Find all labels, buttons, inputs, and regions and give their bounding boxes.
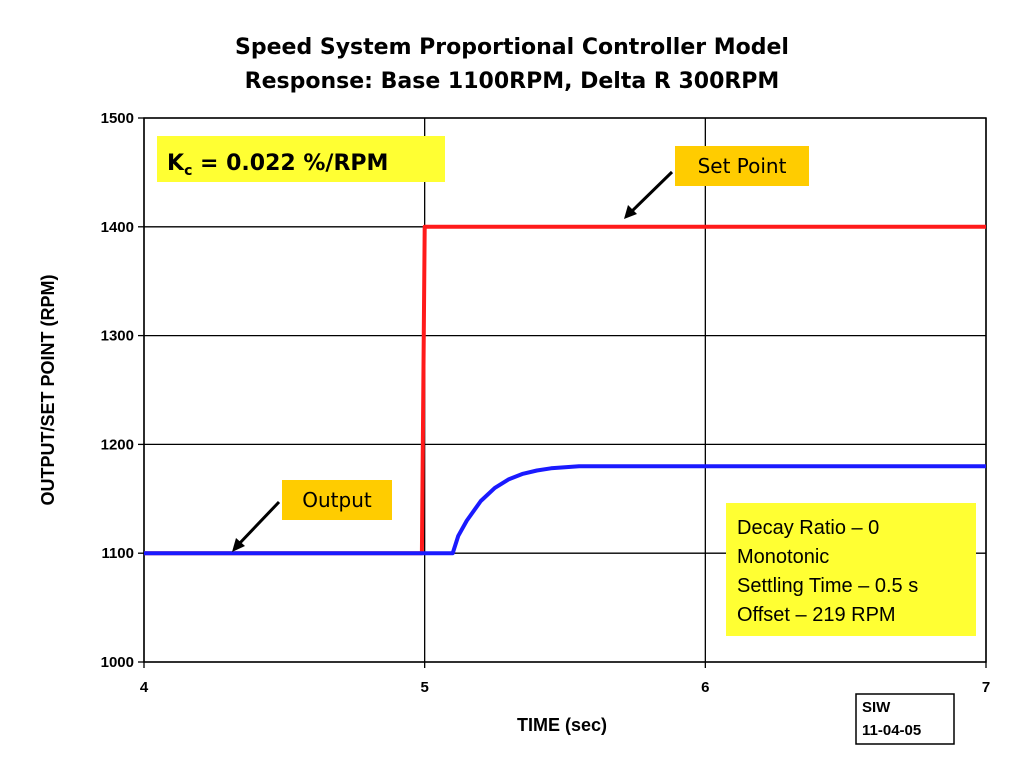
info-offset: Offset – 219 RPM <box>737 604 896 626</box>
y-tick-label: 1100 <box>101 545 134 562</box>
gain-box <box>157 136 445 182</box>
output-callout: Output <box>232 480 392 552</box>
set-point-callout-label: Set Point <box>698 154 787 178</box>
gain-annotation: Kc = 0.022 %/RPM <box>157 136 445 182</box>
performance-info-box: Decay Ratio – 0 Monotonic Settling Time … <box>726 503 976 636</box>
output-callout-box <box>282 480 392 520</box>
x-tick-label: 5 <box>420 679 428 696</box>
x-tick-label: 7 <box>982 679 990 696</box>
output-arrowhead <box>232 538 245 552</box>
series-lines <box>144 224 986 556</box>
set-point-arrow-line <box>627 170 674 216</box>
stamp-author: SIW <box>862 699 891 716</box>
y-axis-label: OUTPUT/SET POINT (RPM) <box>38 275 58 506</box>
set-point-callout: Set Point <box>624 146 809 219</box>
info-settling-time: Settling Time – 0.5 s <box>737 575 918 597</box>
output-series-line <box>144 464 986 556</box>
info-decay-ratio: Decay Ratio – 0 <box>737 517 879 539</box>
chart-title-line-1: Speed System Proportional Controller Mod… <box>235 35 789 60</box>
gain-value: = 0.022 %/RPM <box>192 151 388 176</box>
y-tick-label: 1300 <box>101 328 134 345</box>
gain-symbol: K <box>167 151 185 176</box>
y-tick-label: 1500 <box>101 110 134 127</box>
y-tick-label: 1400 <box>101 219 134 236</box>
output-arrow-line <box>236 500 281 547</box>
y-tick-label: 1000 <box>101 654 134 671</box>
y-tick-label: 1200 <box>101 436 134 453</box>
gain-subscript: c <box>184 163 192 179</box>
x-tick-label: 4 <box>140 679 149 696</box>
info-monotonic: Monotonic <box>737 546 829 568</box>
info-box-bg <box>726 503 976 636</box>
set-point-callout-box <box>675 146 809 186</box>
x-tick-label: 6 <box>701 679 709 696</box>
stamp-date: 11-04-05 <box>862 722 921 739</box>
chart-title-line-2: Response: Base 1100RPM, Delta R 300RPM <box>245 69 780 94</box>
x-axis-label: TIME (sec) <box>517 715 607 735</box>
tick-labels: 1000 1100 1200 1300 1400 1500 4 5 6 7 <box>101 110 991 696</box>
stamp-box <box>855 693 955 745</box>
author-date-stamp: SIW 11-04-05 <box>855 693 955 745</box>
gain-text: Kc = 0.022 %/RPM <box>167 151 388 179</box>
output-callout-label: Output <box>302 488 372 512</box>
set-point-arrowhead <box>624 205 637 219</box>
plot-frame <box>143 117 987 663</box>
